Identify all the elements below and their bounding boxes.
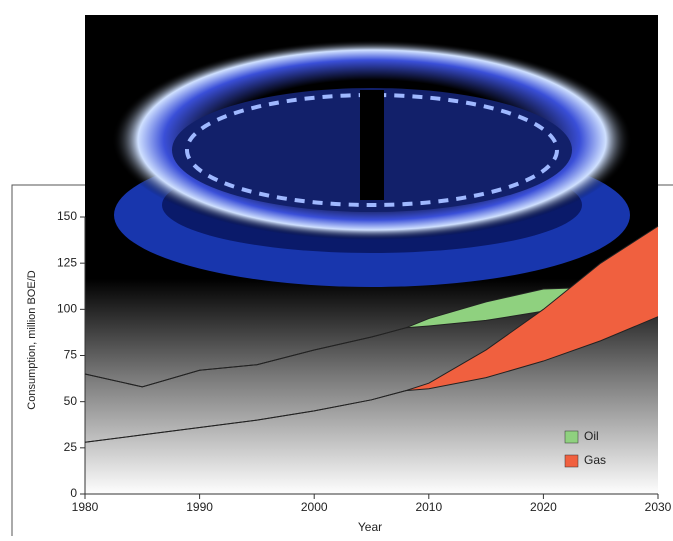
legend-swatch [564, 454, 579, 468]
y-tick-label: 125 [57, 255, 77, 269]
band-area [85, 287, 658, 387]
legend-label: Oil [584, 429, 599, 443]
y-axis-title: Consumption, million BOE/D [26, 270, 38, 409]
x-tick-label: 1980 [72, 500, 99, 514]
x-tick-label: 2010 [415, 500, 442, 514]
y-tick-label: 0 [70, 486, 77, 500]
x-tick-label: 2030 [645, 500, 672, 514]
x-tick-label: 2000 [301, 500, 328, 514]
y-tick-label: 100 [57, 302, 77, 316]
y-tick-label: 150 [57, 209, 77, 223]
legend-label: Gas [584, 453, 606, 467]
x-tick-label: 2020 [530, 500, 557, 514]
frame [11, 184, 673, 536]
x-axis-title: Year [358, 520, 382, 534]
legend-swatch [564, 430, 579, 444]
y-tick-label: 75 [64, 348, 78, 362]
photo [85, 15, 658, 495]
band-edge [84, 316, 659, 443]
y-tick-label: 50 [64, 394, 78, 408]
x-tick-label: 1990 [186, 500, 213, 514]
band-area [85, 226, 658, 443]
y-tick-label: 25 [64, 440, 78, 454]
